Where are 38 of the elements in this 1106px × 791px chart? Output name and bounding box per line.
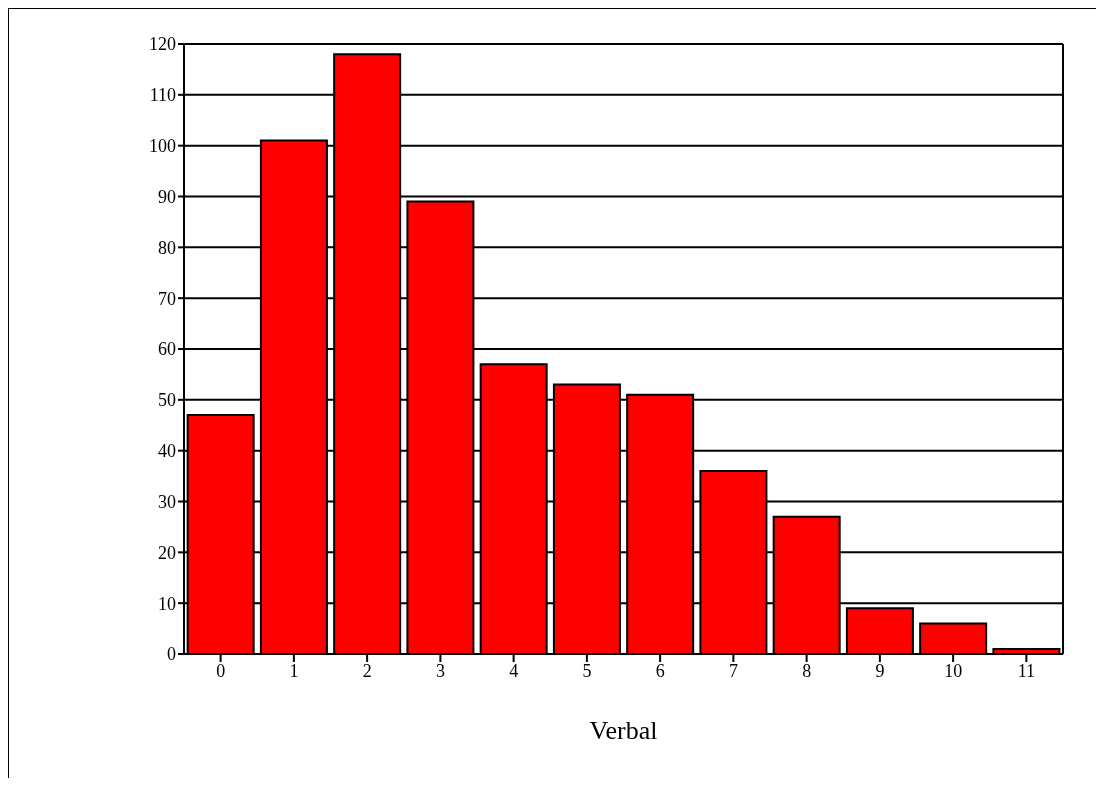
y-tick-label: 30 — [158, 491, 176, 512]
x-tick-label: 8 — [802, 660, 812, 681]
x-tick-label: 9 — [875, 660, 885, 681]
y-tick-label: 0 — [167, 644, 176, 665]
x-tick-label: 6 — [655, 660, 665, 681]
x-tick-label: 10 — [944, 660, 963, 681]
x-tick-label: 11 — [1017, 660, 1036, 681]
bar — [479, 363, 548, 654]
bar — [186, 414, 255, 654]
bar — [333, 53, 402, 654]
x-tick-label: 5 — [582, 660, 592, 681]
x-tick-label: 1 — [289, 660, 299, 681]
y-tick-label: 80 — [158, 237, 176, 258]
bar — [772, 515, 841, 654]
bar — [626, 393, 695, 654]
y-tick-label: 120 — [149, 34, 176, 55]
x-tick-label: 4 — [509, 660, 519, 681]
x-tick-label: 0 — [216, 660, 226, 681]
y-tick-label: 110 — [149, 85, 176, 106]
bar — [699, 470, 768, 654]
y-tick-label: 60 — [158, 339, 176, 360]
x-axis-title: Verbal — [589, 716, 658, 745]
bar — [845, 607, 914, 654]
y-tick-label: 70 — [158, 288, 176, 309]
x-tick-label: 3 — [435, 660, 445, 681]
bar — [406, 200, 475, 654]
y-tick-label: 40 — [158, 441, 176, 462]
y-tick-label: 90 — [158, 186, 176, 207]
bar — [919, 622, 988, 654]
y-tick-label: 100 — [149, 136, 176, 157]
y-tick-label: 10 — [158, 593, 176, 614]
y-tick-label: 20 — [158, 542, 176, 563]
y-tick-label: 50 — [158, 390, 176, 411]
x-tick-label: 7 — [728, 660, 738, 681]
figure-frame: 0 1 2 3 4 5 6 7 8 9 10 11 Verbal 0 10 20 30 40 50 60 70 80 90 100 110 120 — [8, 8, 1096, 778]
bar — [259, 139, 328, 654]
x-tick-label: 2 — [362, 660, 372, 681]
bar — [552, 383, 621, 654]
